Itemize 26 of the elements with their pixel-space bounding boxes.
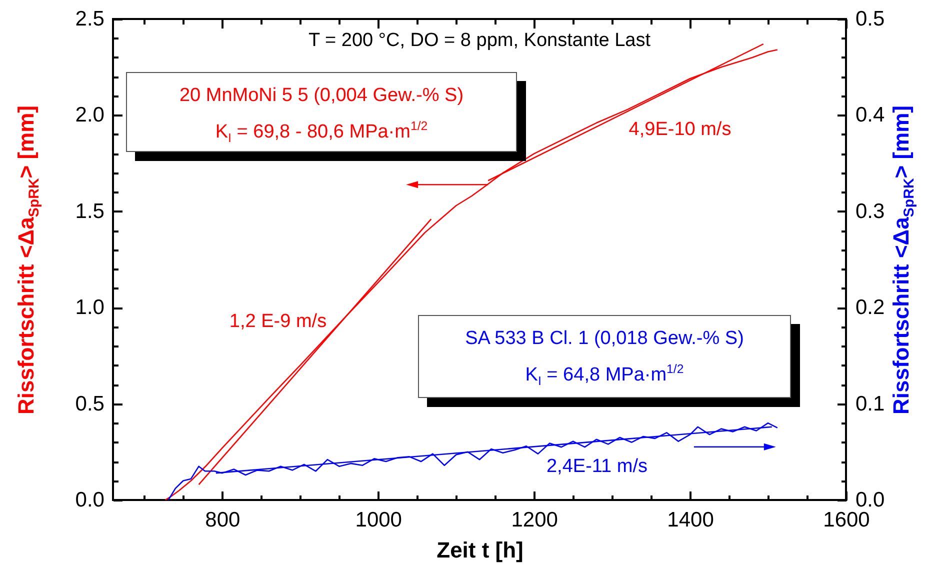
y-tick-label: 0.5 <box>75 392 104 416</box>
annotation: SA 533 B Cl. 1 (0,018 Gew.-% S) <box>464 327 745 351</box>
annotation: 20 MnMoNi 5 5 (0,004 Gew.-% S) <box>178 84 465 108</box>
annotation: 2,4E-11 m/s <box>546 456 648 478</box>
y2-tick-label: 0.5 <box>856 8 885 30</box>
x-tick-label: 1600 <box>823 508 870 532</box>
y2-tick-label: 0.1 <box>856 392 885 416</box>
text: T = 200 °C, DO = 8 ppm, Konstante Last <box>308 30 652 51</box>
y-tick-label: 1.5 <box>75 200 104 223</box>
y-tick-label: 0.0 <box>75 488 104 512</box>
x-tick-label: 1200 <box>511 508 558 532</box>
y2-tick-label: 0.0 <box>856 488 885 512</box>
y2-tick-label: 0.4 <box>856 104 886 127</box>
y-tick-label: 2.5 <box>75 8 104 30</box>
x-tick-label: 1400 <box>667 508 714 532</box>
y2-tick-label: 0.2 <box>856 296 885 320</box>
annotation: K$_{I}$ = 64,8 MPa·m$^{1/2}$ <box>524 361 685 390</box>
x-axis-title: Zeit t [h] <box>436 538 524 562</box>
x-tick-label: 1000 <box>355 508 402 532</box>
y-tick-label: 2.0 <box>75 104 104 127</box>
annotation: 1,2 E-9 m/s <box>229 311 327 333</box>
annotation: K$_{I}$ = 69,8 - 80,6 MPa·m$^{1/2}$ <box>214 118 429 148</box>
annotation: 4,9E-10 m/s <box>628 119 732 141</box>
x-tick-label: 800 <box>205 508 240 532</box>
y2-tick-label: 0.3 <box>856 200 885 223</box>
y-tick-label: 1.0 <box>75 296 104 320</box>
